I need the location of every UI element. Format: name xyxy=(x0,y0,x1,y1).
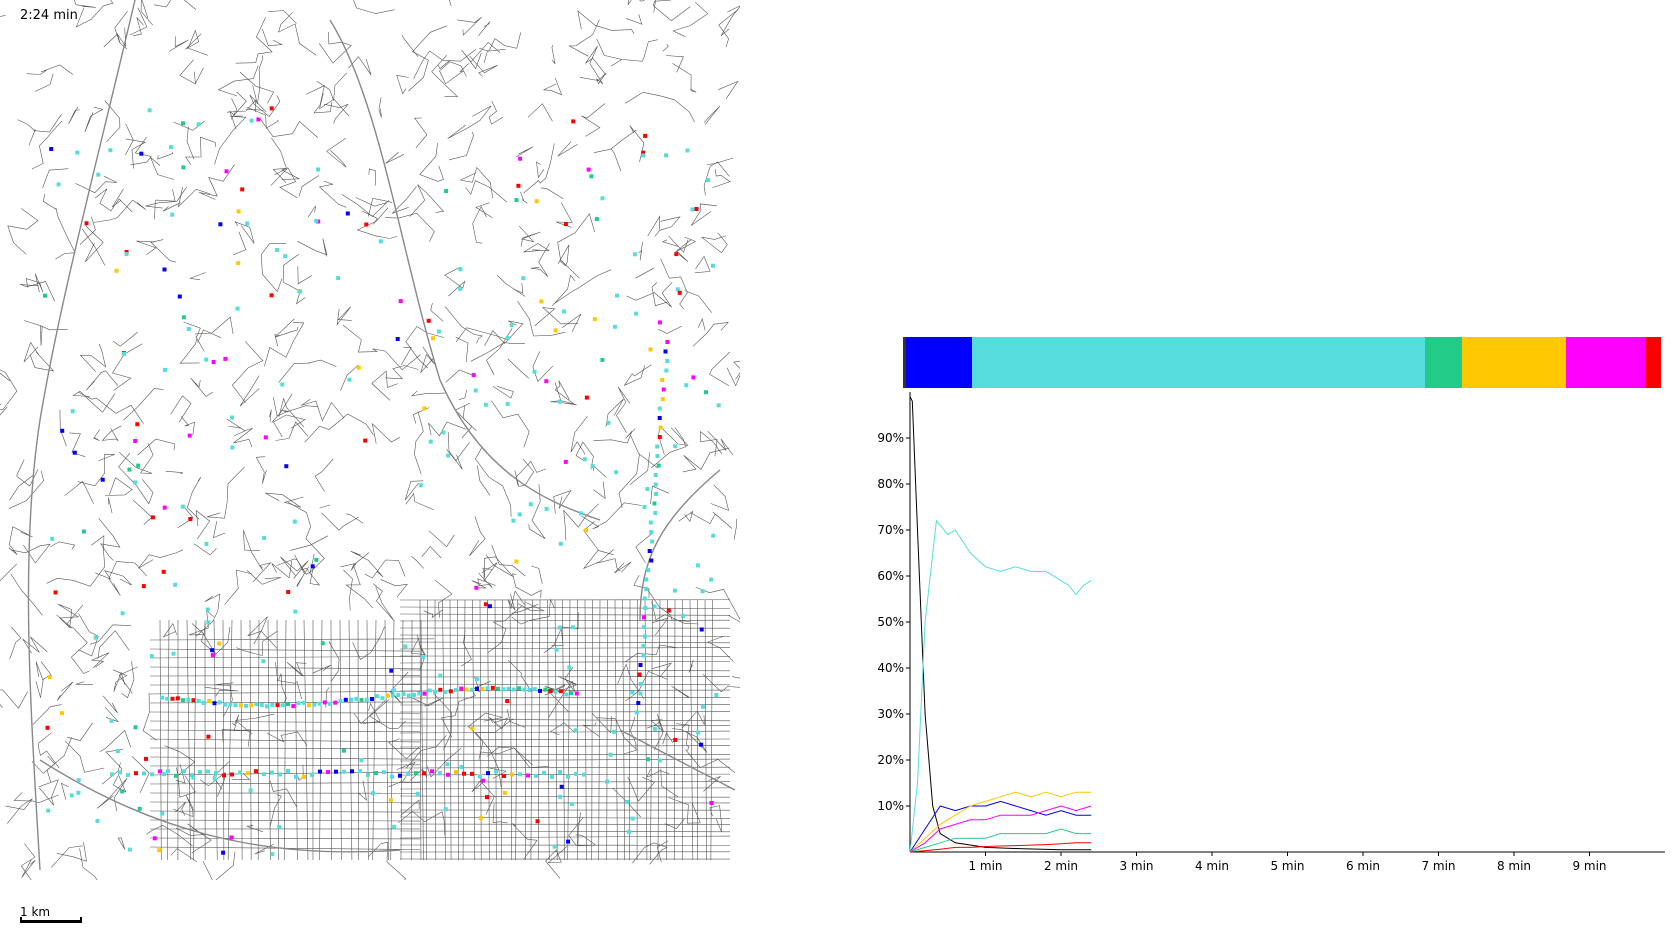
x-tick-label: 9 min xyxy=(1572,859,1606,873)
y-tick-label: 90% xyxy=(877,431,904,445)
status-over-time-chart: 1 min 2 min 3 min 4 min 5 min 6 min 7 min 8 min… xyxy=(877,392,1665,873)
y-tick-label: 70% xyxy=(877,523,904,537)
highways xyxy=(27,0,736,871)
y-tick-label: 40% xyxy=(877,661,904,675)
y-tick-label: 20% xyxy=(877,753,904,767)
road-network-map[interactable]: 2:24 min 1 km xyxy=(0,0,779,933)
scale-bar: 1 km xyxy=(20,905,82,925)
series-line xyxy=(909,396,1092,851)
x-tick-label: 8 min xyxy=(1497,859,1531,873)
road-network xyxy=(0,0,779,915)
x-tick-label: 1 min xyxy=(968,859,1002,873)
series-line xyxy=(909,805,1092,853)
scale-label: 1 km xyxy=(20,905,51,919)
y-tick-label: 30% xyxy=(877,707,904,721)
bar-segment-blue xyxy=(906,337,972,388)
bar-segment-black xyxy=(903,337,907,388)
elapsed-time-label: 2:24 min xyxy=(20,8,78,23)
status-distribution-bar xyxy=(903,337,1661,388)
y-tick-label: 50% xyxy=(877,615,904,629)
bar-segment-magenta xyxy=(1566,337,1646,388)
bar-segment-yellow xyxy=(1461,337,1567,388)
bar-segment-cyan xyxy=(971,337,1426,388)
x-tick-label: 5 min xyxy=(1270,859,1304,873)
bar-segment-green xyxy=(1425,337,1462,388)
x-tick-label: 4 min xyxy=(1195,859,1229,873)
series-line xyxy=(909,519,1092,853)
bar-segment-red xyxy=(1645,337,1661,388)
vehicle-markers xyxy=(43,106,721,857)
series-line xyxy=(909,791,1092,853)
series-line xyxy=(909,842,1092,853)
y-tick-label: 60% xyxy=(877,569,904,583)
x-tick-label: 6 min xyxy=(1346,859,1380,873)
scale-line xyxy=(20,917,82,923)
series-line xyxy=(909,800,1092,853)
series-line xyxy=(909,828,1092,853)
x-tick-label: 2 min xyxy=(1044,859,1078,873)
x-tick-label: 7 min xyxy=(1421,859,1455,873)
map-canvas[interactable] xyxy=(0,0,779,915)
y-tick-label: 80% xyxy=(877,477,904,491)
y-tick-label: 10% xyxy=(877,799,904,813)
x-tick-label: 3 min xyxy=(1119,859,1153,873)
